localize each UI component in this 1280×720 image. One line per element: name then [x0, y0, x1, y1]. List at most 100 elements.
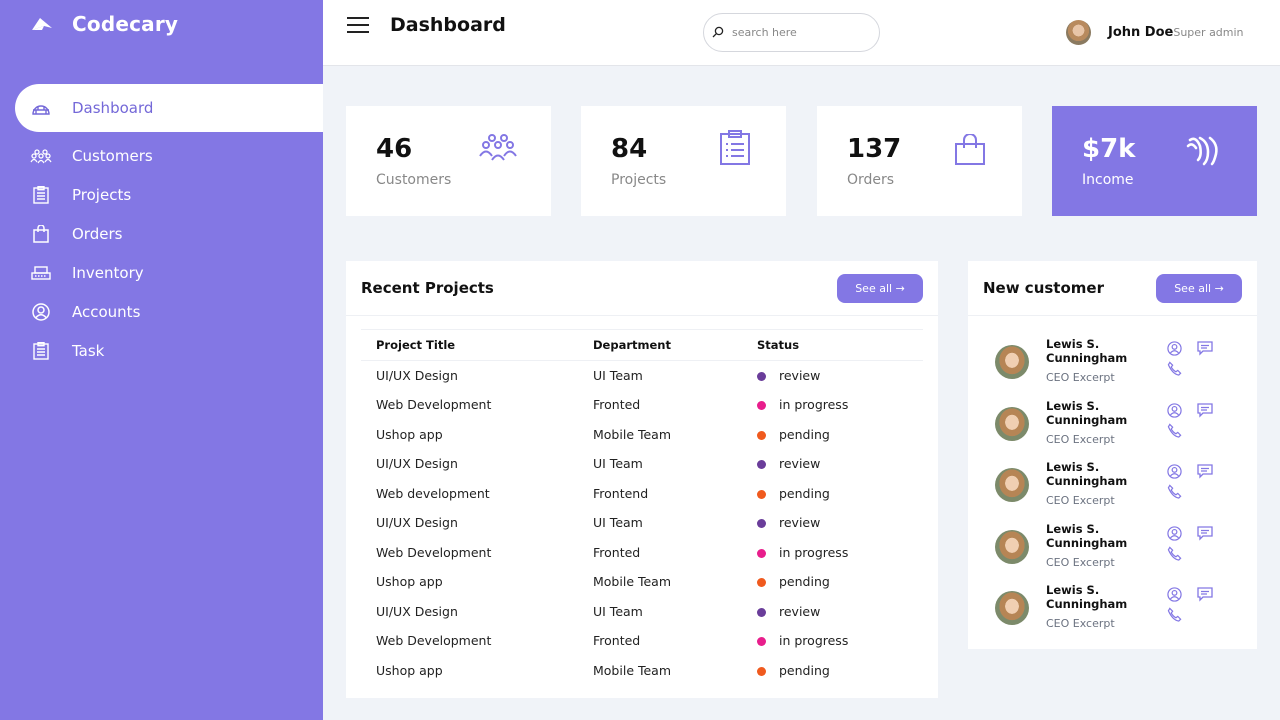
user-profile[interactable]: John Doe Super admin: [1066, 20, 1244, 45]
customers-icon: [30, 145, 52, 167]
status-label: pending: [779, 662, 830, 678]
sidebar-item-task[interactable]: Task: [0, 331, 323, 370]
profile-icon[interactable]: [1167, 402, 1183, 419]
sidebar-item-accounts[interactable]: Accounts: [0, 292, 323, 331]
sidebar-item-inventory[interactable]: Inventory: [0, 253, 323, 292]
stat-label: Income: [1082, 172, 1134, 188]
message-icon[interactable]: [1197, 464, 1213, 480]
customer-name: Lewis S. Cunningham: [1046, 460, 1128, 488]
status-dot-icon: [757, 637, 766, 647]
column-header[interactable]: Project Title: [361, 329, 578, 361]
panel-title: Recent Projects: [361, 279, 494, 297]
customer-role: CEO Excerpt: [1046, 371, 1115, 384]
message-icon[interactable]: [1197, 402, 1213, 419]
table-row[interactable]: Web Development Fronted in progress: [361, 538, 923, 568]
phone-icon[interactable]: [1167, 484, 1183, 500]
project-title: Ushop app: [376, 662, 443, 678]
project-title: UI/UX Design: [376, 515, 458, 531]
table-row[interactable]: UI/UX Design UI Team review: [361, 508, 923, 538]
hamburger-menu-icon[interactable]: [347, 17, 369, 33]
stat-card-customers[interactable]: 46 Customers: [346, 106, 551, 216]
phone-icon[interactable]: [1167, 361, 1183, 377]
status-label: in progress: [779, 397, 849, 413]
table-row[interactable]: Web Development Fronted in progress: [361, 626, 923, 656]
customer-item[interactable]: Lewis S. Cunningham CEO Excerpt: [995, 454, 1235, 516]
sidebar-item-label: Orders: [72, 224, 123, 243]
avatar: [995, 406, 1029, 441]
avatar: [995, 529, 1029, 564]
project-department: Mobile Team: [593, 426, 672, 442]
column-header[interactable]: Department: [578, 329, 742, 361]
see-all-customers-button[interactable]: See all →: [1156, 274, 1242, 303]
stat-label: Customers: [376, 172, 452, 188]
search-icon: [712, 23, 724, 42]
project-status: review: [742, 361, 923, 391]
profile-icon[interactable]: [1167, 587, 1183, 603]
clipboard-icon: [30, 184, 52, 206]
dashboard-icon: [30, 97, 52, 119]
search-input[interactable]: [732, 26, 862, 39]
project-title: Ushop app: [376, 574, 443, 590]
table-row[interactable]: UI/UX Design UI Team review: [361, 597, 923, 627]
sidebar-item-dashboard[interactable]: Dashboard: [15, 84, 323, 132]
phone-icon[interactable]: [1167, 545, 1183, 562]
sidebar-item-orders[interactable]: Orders: [0, 214, 323, 253]
column-header[interactable]: Status: [742, 329, 923, 361]
avatar: [995, 591, 1029, 625]
profile-icon[interactable]: [1167, 341, 1183, 357]
projects-table: Project Title Department Status UI/UX De…: [361, 329, 923, 685]
customer-item[interactable]: Lewis S. Cunningham CEO Excerpt: [995, 577, 1235, 639]
sidebar-item-label: Customers: [72, 146, 153, 165]
status-dot-icon: [757, 401, 766, 411]
see-all-projects-button[interactable]: See all →: [837, 274, 923, 303]
logo-icon: [30, 14, 54, 34]
status-dot-icon: [757, 489, 766, 499]
phone-icon[interactable]: [1167, 422, 1183, 439]
customer-item[interactable]: Lewis S. Cunningham CEO Excerpt: [995, 516, 1235, 578]
panel-header: Recent Projects See all →: [346, 261, 938, 316]
clipboard-icon: [30, 340, 52, 362]
avatar: [995, 468, 1029, 502]
message-icon[interactable]: [1197, 525, 1213, 542]
status-label: review: [779, 515, 821, 531]
status-label: in progress: [779, 633, 849, 649]
project-status: pending: [742, 656, 923, 686]
stat-label: Projects: [611, 172, 667, 188]
phone-icon[interactable]: [1167, 607, 1183, 623]
table-row[interactable]: UI/UX Design UI Team review: [361, 361, 923, 391]
message-icon[interactable]: [1197, 341, 1213, 357]
table-row[interactable]: Ushop app Mobile Team pending: [361, 567, 923, 597]
brand[interactable]: Codecary: [30, 12, 178, 36]
income-icon: [1186, 134, 1226, 174]
stat-card-projects[interactable]: 84 Projects: [581, 106, 786, 216]
table-row[interactable]: Ushop app Mobile Team pending: [361, 656, 923, 686]
status-dot-icon: [757, 666, 766, 676]
project-department: UI Team: [593, 368, 643, 383]
status-label: pending: [779, 485, 830, 501]
table-row[interactable]: Web development Frontend pending: [361, 479, 923, 509]
table-row[interactable]: UI/UX Design UI Team review: [361, 449, 923, 479]
brand-name: Codecary: [72, 12, 179, 36]
status-dot-icon: [757, 519, 766, 529]
profile-icon[interactable]: [1167, 464, 1183, 480]
project-department: Fronted: [593, 544, 641, 560]
project-status: review: [742, 449, 923, 479]
panel-header: New customer See all →: [968, 261, 1257, 316]
project-department: Mobile Team: [593, 574, 672, 590]
sidebar: Codecary Dashboard Customers Projects Or…: [0, 0, 323, 720]
status-dot-icon: [757, 548, 766, 558]
inventory-icon: [30, 262, 52, 284]
table-row[interactable]: Web Development Fronted in progress: [361, 390, 923, 420]
avatar[interactable]: [1066, 20, 1091, 45]
search-box[interactable]: [703, 13, 880, 52]
stat-card-orders[interactable]: 137 Orders: [817, 106, 1022, 216]
sidebar-item-customers[interactable]: Customers: [0, 136, 323, 175]
customer-item[interactable]: Lewis S. Cunningham CEO Excerpt: [995, 393, 1235, 455]
customer-name: Lewis S. Cunningham: [1046, 398, 1128, 427]
table-row[interactable]: Ushop app Mobile Team pending: [361, 420, 923, 450]
sidebar-item-projects[interactable]: Projects: [0, 175, 323, 214]
profile-icon[interactable]: [1167, 525, 1183, 542]
stat-card-income[interactable]: $7k Income: [1052, 106, 1257, 216]
message-icon[interactable]: [1197, 587, 1213, 603]
customer-item[interactable]: Lewis S. Cunningham CEO Excerpt: [995, 331, 1235, 393]
